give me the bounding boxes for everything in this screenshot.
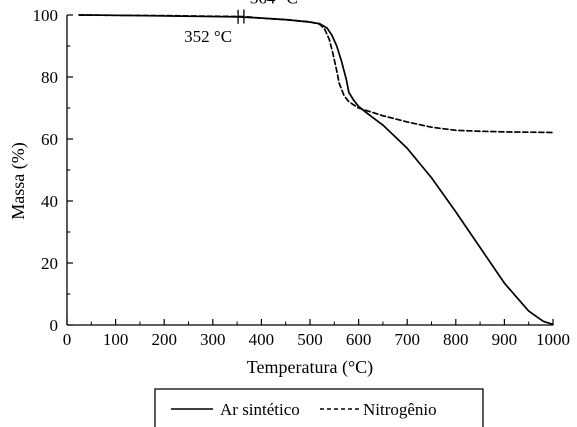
legend: Ar sintético Nitrogênio	[154, 388, 484, 427]
y-ticks: 0 20 40 60 80 100	[33, 6, 73, 335]
x-tick-label: 800	[443, 330, 469, 349]
legend-label-ar-sintetico: Ar sintético	[220, 400, 300, 419]
x-tick-label: 1000	[536, 330, 570, 349]
x-tick-label: 900	[492, 330, 518, 349]
x-tick-label: 100	[103, 330, 129, 349]
axes	[66, 15, 553, 326]
x-tick-label: 700	[394, 330, 420, 349]
y-axis-title: Massa (%)	[8, 142, 29, 219]
x-tick-label: 300	[200, 330, 226, 349]
legend-frame	[154, 388, 484, 427]
y-tick-label: 0	[50, 316, 59, 335]
x-tick-label: 200	[151, 330, 177, 349]
x-tick-label: 500	[297, 330, 323, 349]
x-tick-label: 600	[346, 330, 372, 349]
annotations: 352 °C 364 °C	[184, 0, 298, 46]
series-line-ar-sintetico	[78, 14, 554, 326]
y-tick-label: 60	[41, 130, 58, 149]
x-axis-title: Temperatura (°C)	[247, 357, 373, 378]
y-tick-label: 80	[41, 68, 58, 87]
annotation-label: 364 °C	[250, 0, 298, 8]
annotation-label: 352 °C	[184, 27, 232, 46]
x-tick-label: 0	[63, 330, 72, 349]
legend-label-nitrogenio: Nitrogênio	[363, 400, 437, 419]
y-tick-label: 20	[41, 254, 58, 273]
series-lines	[78, 14, 554, 326]
y-tick-label: 100	[33, 6, 59, 25]
x-ticks: 0 100 200 300 400 500 600 700 800 900 1000	[63, 319, 570, 349]
x-tick-label: 400	[249, 330, 275, 349]
y-tick-label: 40	[41, 192, 58, 211]
series-line-nitrogenio	[78, 14, 554, 134]
